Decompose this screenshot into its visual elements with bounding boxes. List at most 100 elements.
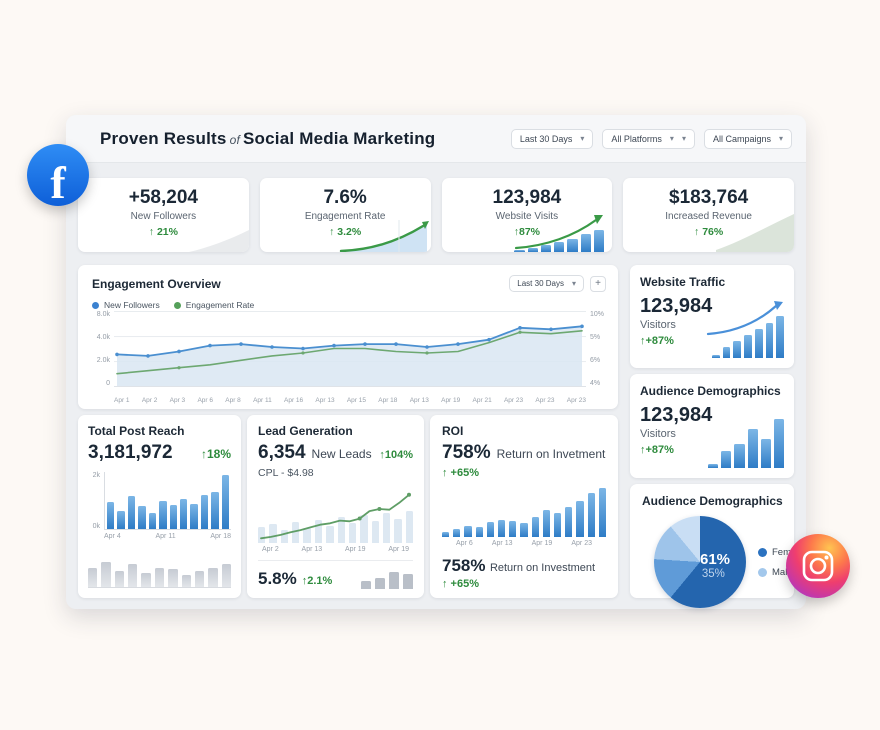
axis-label: 10% xyxy=(590,311,605,318)
bar xyxy=(179,499,188,529)
audience-demographics-bars-card: Audience Demographics 123,984 Visitors ↑… xyxy=(630,374,794,478)
green-line-sparkline xyxy=(339,220,429,252)
bar xyxy=(554,242,565,252)
bar xyxy=(107,501,115,529)
axis-label: 0 xyxy=(106,380,110,387)
chevron-down-icon: ▾ xyxy=(571,278,576,288)
bar xyxy=(587,493,595,537)
axis-label: Apr 15 xyxy=(346,397,366,404)
bar xyxy=(773,418,785,468)
legend-item[interactable]: New Followers xyxy=(92,300,160,310)
bar xyxy=(181,575,191,587)
bar xyxy=(382,512,391,543)
engagement-rate-line xyxy=(116,330,583,375)
axis-label: Apr 4 xyxy=(104,533,121,540)
filter-date-range[interactable]: Last 30 Days ▾ xyxy=(510,128,594,149)
bar xyxy=(258,526,266,543)
bar xyxy=(117,510,125,529)
bar xyxy=(292,522,300,543)
bar xyxy=(734,444,745,468)
lead-generation-card: Lead Generation 6,354 New Leads ↑104% CP… xyxy=(247,415,424,598)
legend-item[interactable]: Male xyxy=(758,567,804,578)
chevron-down-icon: ▾ xyxy=(669,133,674,143)
audience-pie-title: Audience Demographics xyxy=(642,494,783,508)
bar xyxy=(88,567,98,587)
axis-label: Apr 18 xyxy=(378,397,398,404)
bar xyxy=(744,335,752,358)
kpi-engagement-rate: 7.6% Engagement Rate ↑ 3.2% xyxy=(259,178,431,252)
bar xyxy=(371,520,379,543)
kpi-value: 123,984 xyxy=(492,187,562,208)
filter-campaigns[interactable]: All Campaigns ▾ xyxy=(703,128,792,149)
kpi-increased-revenue: $183,764 Increased Revenue ↑ 76% xyxy=(623,178,794,252)
roi-secondary-unit: Return on Investment xyxy=(489,562,596,574)
kpi-value: 7.6% xyxy=(323,187,367,208)
kpi-delta: ↑ 76% xyxy=(694,226,724,238)
axis-label: Apr 19 xyxy=(388,546,409,553)
legend-label: Engagement Rate xyxy=(185,300,255,310)
axis-label: 8.0k xyxy=(96,311,110,318)
kpi-delta: ↑ 3.2% xyxy=(329,226,362,238)
bar xyxy=(405,510,414,543)
axis-label: 2k xyxy=(92,472,100,479)
lead-generation-delta: ↑104% xyxy=(379,449,413,461)
bar xyxy=(520,522,528,537)
bar xyxy=(194,570,205,587)
bar xyxy=(403,574,413,589)
bar xyxy=(598,487,607,537)
bar xyxy=(747,428,758,468)
legend-item[interactable]: Engagement Rate xyxy=(173,300,255,310)
roi-unit: Return on Invetment xyxy=(496,447,606,461)
website-traffic-card: Website Traffic 123,984 Visitors ↑+87% xyxy=(630,265,794,368)
new-followers-line xyxy=(115,324,584,386)
bar xyxy=(565,506,573,537)
axis-label: 0k xyxy=(92,523,100,530)
total-post-reach-card: Total Post Reach 3,181,972 ↑18% 2k 0k Apr… xyxy=(78,415,241,598)
title-part-1: Proven Results xyxy=(100,128,227,148)
bar xyxy=(498,520,506,537)
bar xyxy=(375,578,385,589)
filter-platforms[interactable]: All Platforms ▾ ▾ xyxy=(602,128,695,149)
website-traffic-label: Visitors xyxy=(640,319,676,331)
engagement-date-filter[interactable]: Last 30 Days ▾ xyxy=(509,275,584,292)
axis-label: 4.0k xyxy=(96,334,110,341)
audience-demographics-bars xyxy=(708,412,785,468)
bar xyxy=(527,247,538,252)
axis-label: Apr 2 xyxy=(141,397,158,404)
green-arrow-icon xyxy=(515,215,604,250)
kpi-label: New Followers xyxy=(130,211,197,222)
blue-bars-sparkline xyxy=(514,222,605,252)
axis-label: Apr 6 xyxy=(197,397,213,404)
green-area-sparkline xyxy=(716,214,794,252)
title-part-2: Social Media Marketing xyxy=(243,128,436,148)
total-post-reach-title: Total Post Reach xyxy=(88,424,185,438)
bar xyxy=(148,513,157,529)
bar xyxy=(733,340,742,358)
axis-label: Apr 18 xyxy=(210,533,231,540)
post-reach-bars xyxy=(104,472,231,530)
website-traffic-delta: ↑+87% xyxy=(640,335,674,347)
bar xyxy=(154,567,165,587)
bar xyxy=(208,567,218,587)
roi-bars xyxy=(442,485,607,537)
kpi-label: Website Visits xyxy=(495,211,559,222)
axis-label: 6% xyxy=(590,357,601,364)
bar xyxy=(190,503,198,529)
bar xyxy=(127,495,136,529)
chart-options-button[interactable]: + xyxy=(590,275,606,292)
axis-label: Apr 19 xyxy=(531,540,553,547)
kpi-delta: ↑87% xyxy=(513,226,540,238)
bar xyxy=(128,563,138,587)
total-post-reach-delta: ↑18% xyxy=(200,447,231,461)
legend-dot-icon xyxy=(92,301,99,309)
axis-label: Apr 6 xyxy=(456,540,473,547)
bar xyxy=(712,355,720,358)
kpi-value: $183,764 xyxy=(669,187,749,208)
bar xyxy=(159,500,167,529)
axis-label: Apr 13 xyxy=(409,397,429,404)
bar xyxy=(593,230,605,252)
bar xyxy=(394,518,402,543)
axis-label: Apr 19 xyxy=(441,397,461,404)
bar xyxy=(348,523,357,543)
